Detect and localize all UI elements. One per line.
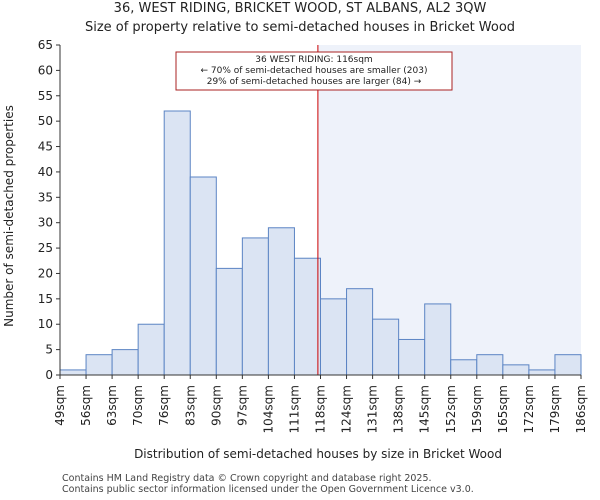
x-tick-label: 124sqm xyxy=(340,385,354,433)
bar-118sqm xyxy=(320,298,348,376)
marker-annotation: 36 WEST RIDING: 116sqm ← 70% of semi-det… xyxy=(175,51,453,91)
bar-131sqm xyxy=(372,318,400,376)
bar-56sqm xyxy=(85,354,113,376)
bar-165sqm xyxy=(502,364,530,376)
bar-76sqm xyxy=(163,110,191,376)
y-tick-label: 35 xyxy=(38,190,53,204)
bar-83sqm xyxy=(189,176,217,376)
y-tick-label: 65 xyxy=(38,38,53,52)
y-tick-label: 10 xyxy=(38,317,53,331)
y-tick-label: 55 xyxy=(38,89,53,103)
bar-104sqm xyxy=(267,227,295,376)
bar-97sqm xyxy=(241,237,269,376)
x-tick-label: 145sqm xyxy=(418,385,432,433)
annotation-line-2: ← 70% of semi-detached houses are smalle… xyxy=(201,66,428,76)
bar-172sqm xyxy=(528,369,556,376)
y-tick-label: 0 xyxy=(45,368,53,382)
x-tick-label: 165sqm xyxy=(496,385,510,433)
annotation-box xyxy=(175,51,453,91)
annotation-line-1: 36 WEST RIDING: 116sqm xyxy=(255,55,372,65)
annotation-line-3: 29% of semi-detached houses are larger (… xyxy=(207,77,422,87)
x-tick-label: 118sqm xyxy=(314,385,328,433)
y-tick-label: 20 xyxy=(38,266,53,280)
x-tick-label: 111sqm xyxy=(287,385,301,433)
x-tick-label: 76sqm xyxy=(157,385,171,426)
y-tick-label: 45 xyxy=(38,140,53,154)
bar-111sqm xyxy=(293,257,322,376)
x-axis-label: Distribution of semi-detached houses by … xyxy=(134,447,502,461)
bar-145sqm xyxy=(424,303,452,376)
x-tick-label: 172sqm xyxy=(522,385,536,433)
x-tick-label: 131sqm xyxy=(366,385,380,433)
x-tick-label: 138sqm xyxy=(392,385,406,433)
bar-159sqm xyxy=(476,354,504,376)
bar-179sqm xyxy=(554,354,582,376)
bar-152sqm xyxy=(450,359,478,376)
x-tick-label: 70sqm xyxy=(131,385,145,426)
bar-63sqm xyxy=(111,349,139,376)
bar-49sqm xyxy=(59,369,87,376)
x-tick-label: 104sqm xyxy=(261,385,275,433)
x-tick-label: 159sqm xyxy=(470,385,484,433)
x-tick-label: 152sqm xyxy=(444,385,458,433)
bar-124sqm xyxy=(346,288,374,376)
y-tick-label: 60 xyxy=(38,63,53,77)
x-tick-label: 49sqm xyxy=(53,385,67,426)
y-tick-label: 30 xyxy=(38,216,53,230)
x-tick-label: 97sqm xyxy=(235,385,249,426)
bar-70sqm xyxy=(137,323,165,376)
chart-title: 36, WEST RIDING, BRICKET WOOD, ST ALBANS… xyxy=(114,1,487,16)
y-tick-label: 15 xyxy=(38,292,53,306)
x-tick-label: 56sqm xyxy=(79,385,93,426)
x-tick-label: 90sqm xyxy=(209,385,223,426)
x-tick-label: 179sqm xyxy=(548,385,562,433)
x-tick-label: 63sqm xyxy=(105,385,119,426)
x-tick-label: 186sqm xyxy=(574,385,588,433)
y-tick-label: 5 xyxy=(45,343,53,357)
y-axis-label: Number of semi-detached properties xyxy=(2,105,16,327)
chart-subtitle: Size of property relative to semi-detach… xyxy=(85,20,515,35)
y-tick-label: 25 xyxy=(38,241,53,255)
x-tick-label: 83sqm xyxy=(183,385,197,426)
y-tick-label: 50 xyxy=(38,114,53,128)
bar-138sqm xyxy=(398,338,426,376)
bar-90sqm xyxy=(215,267,243,376)
y-tick-label: 40 xyxy=(38,165,53,179)
footer-line-1: Contains HM Land Registry data © Crown c… xyxy=(62,473,432,484)
footer-line-2: Contains public sector information licen… xyxy=(62,484,474,495)
